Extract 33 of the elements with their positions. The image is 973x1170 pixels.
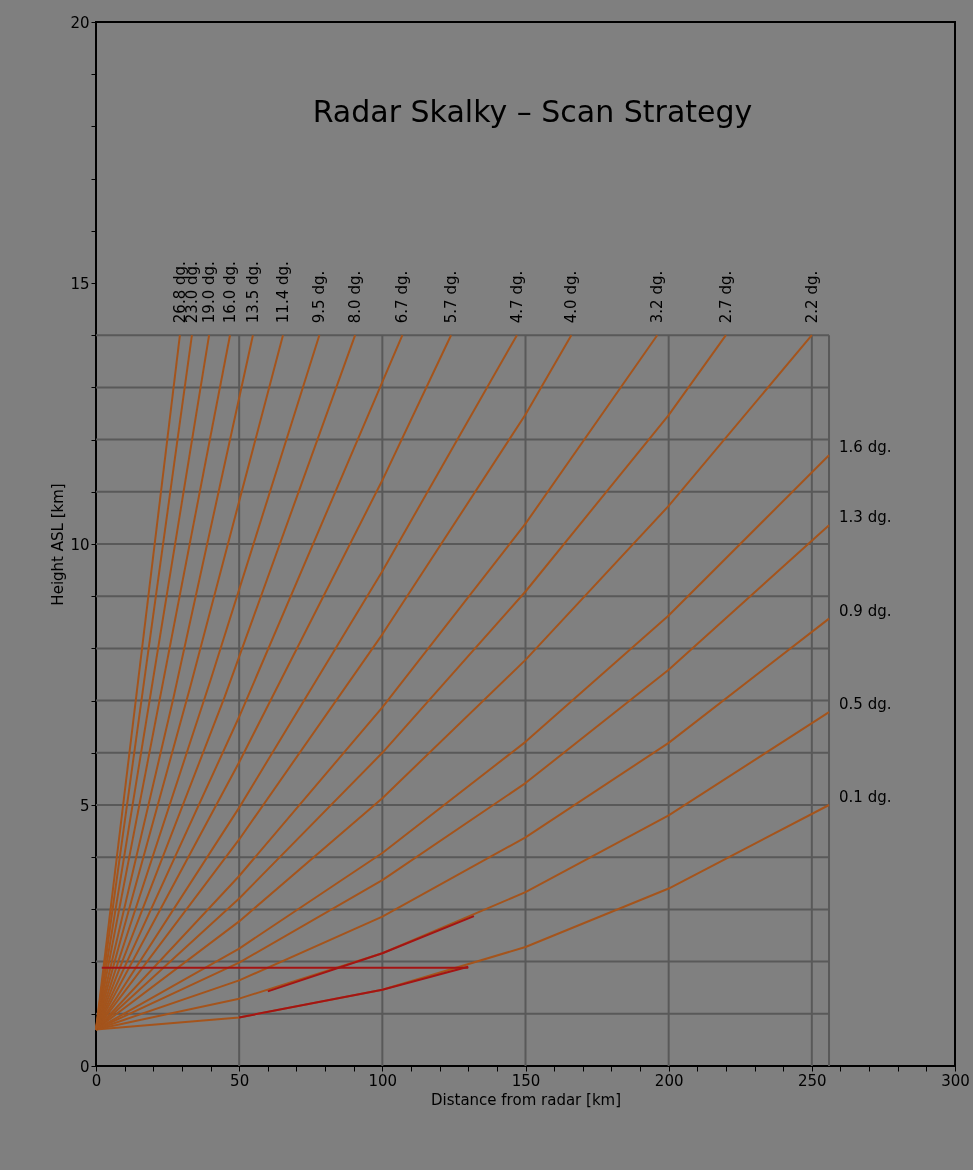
x-tick-label: 250 — [798, 1071, 827, 1090]
text: 13.5 dg. — [243, 261, 262, 324]
text: 2.7 dg. — [716, 270, 735, 324]
x-tick-label: 0 — [91, 1071, 102, 1090]
y-axis-title: Height ASL [km] — [49, 483, 68, 606]
y-tick-label: 10 — [70, 535, 90, 554]
series-label: 1.3 dg. — [839, 508, 892, 527]
text: 9.5 dg. — [310, 270, 329, 324]
text: 2.2 dg. — [802, 270, 821, 324]
text: Radar Skalky – Scan Strategy — [312, 94, 753, 129]
series-label: 1.6 dg. — [839, 438, 892, 457]
text: 5.7 dg. — [442, 270, 461, 324]
x-tick-label: 100 — [368, 1071, 398, 1090]
text: 16.0 dg. — [221, 261, 239, 324]
text: 4.0 dg. — [562, 270, 581, 324]
text: 4.7 dg. — [507, 270, 526, 324]
y-tick-label: 0 — [79, 1057, 90, 1076]
x-tick-label: 150 — [511, 1071, 541, 1090]
x-tick-label: 200 — [654, 1071, 684, 1090]
x-tick-label: 300 — [941, 1071, 970, 1090]
series-label: 0.1 dg. — [839, 788, 892, 806]
y-tick-label: 15 — [70, 274, 90, 293]
text: 11.4 dg. — [273, 261, 292, 324]
y-tick-label: 5 — [79, 796, 90, 815]
series-label: 0.9 dg. — [839, 601, 892, 620]
x-tick-label: 50 — [230, 1071, 250, 1090]
y-tick-label: 20 — [70, 13, 90, 32]
text: 3.2 dg. — [648, 270, 667, 324]
text: 19.0 dg. — [200, 261, 219, 324]
text: 8.0 dg. — [346, 270, 365, 324]
x-axis-title: Distance from radar [km] — [430, 1090, 622, 1109]
text: 6.7 dg. — [393, 270, 412, 324]
series-label: 0.5 dg. — [839, 695, 892, 714]
